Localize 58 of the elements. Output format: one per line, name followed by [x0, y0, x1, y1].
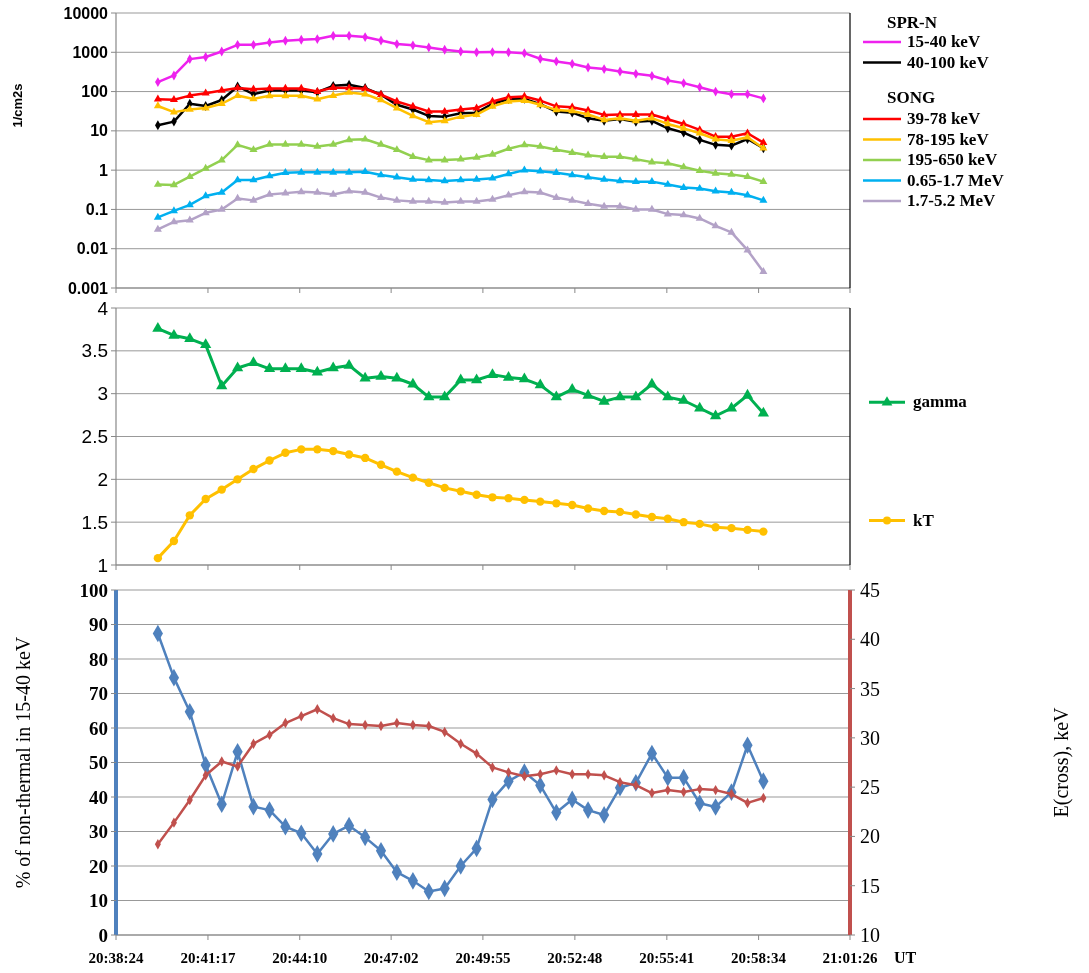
x-tick-label: 20:55:41 [639, 950, 695, 966]
y2-tick-label: 30 [860, 726, 880, 749]
legend-title: SPR-N [887, 13, 938, 32]
legend-label: kT [913, 510, 935, 530]
legend-label: 15-40 keV [907, 32, 981, 51]
legend-label: 1.7-5.2 MeV [907, 191, 996, 210]
y-tick-label: 4 [97, 297, 109, 319]
y2-tick-label: 20 [860, 825, 880, 848]
x-tick-label: 20:58:34 [731, 950, 787, 966]
y-tick-label: 60 [89, 717, 108, 739]
y-tick-label: 80 [89, 648, 108, 670]
y-tick-label: 50 [89, 752, 108, 774]
y2-tick-label: 40 [860, 628, 880, 651]
y-tick-label: 10000 [63, 4, 109, 22]
y-tick-label: 1.5 [81, 511, 108, 533]
y2-tick-label: 10 [860, 924, 880, 946]
y-tick-label: 20 [89, 855, 108, 877]
legend-label: 0.65-1.7 MeV [907, 170, 1005, 190]
y-tick-label: 90 [89, 614, 108, 636]
y-tick-label: 0.001 [67, 279, 109, 297]
y-tick-label: 40 [89, 786, 108, 808]
y-tick-label: 0 [98, 924, 108, 946]
x-tick-label: 20:47:02 [363, 950, 419, 966]
x-tick-label: 20:44:10 [272, 950, 328, 966]
legend-label: gamma [913, 392, 968, 412]
y2-tick-label: 25 [860, 776, 880, 799]
y-tick-label: 2.5 [81, 426, 108, 448]
y-tick-label: 3 [97, 383, 108, 405]
y-tick-label: 3.5 [81, 340, 108, 362]
y-axis-title: % of non-thermal in 15-40 keV [12, 636, 34, 889]
y-tick-label: 30 [89, 821, 108, 843]
legend-label: 78-195 keV [907, 129, 990, 149]
legend-label: 195-650 keV [907, 150, 998, 169]
y-tick-label: 70 [89, 683, 108, 705]
legend-label: 40-100 keV [907, 52, 990, 72]
y2-tick-label: 15 [860, 874, 880, 897]
y-tick-label: 0.1 [85, 201, 109, 219]
y-tick-label: 2 [97, 468, 108, 490]
y2-tick-label: 45 [860, 579, 880, 601]
y-tick-label: 10 [90, 122, 109, 140]
y-tick-label: 100 [81, 83, 109, 101]
x-tick-label: 20:38:24 [88, 950, 144, 966]
x-tick-label: 20:41:17 [180, 950, 236, 966]
y-tick-label: 100 [79, 579, 108, 601]
y-tick-label: 1000 [72, 43, 109, 61]
y-tick-label: 1 [99, 161, 109, 179]
y-tick-label: 10 [89, 890, 108, 912]
x-axis-title: UT [894, 949, 917, 966]
text: SONG [887, 88, 936, 107]
x-tick-label: 20:49:55 [455, 950, 511, 966]
x-tick-label: 20:52:48 [547, 950, 603, 966]
x-tick-label: 21:01:26 [822, 950, 878, 966]
legend-label: 39-78 keV [907, 109, 981, 128]
y-tick-label: 1 [97, 554, 108, 576]
y2-axis-title: E(cross), keV [1050, 706, 1073, 818]
y-tick-label: 0.01 [76, 240, 109, 258]
y-axis-title: 1/cm2s [10, 83, 25, 128]
y2-tick-label: 35 [860, 677, 880, 700]
